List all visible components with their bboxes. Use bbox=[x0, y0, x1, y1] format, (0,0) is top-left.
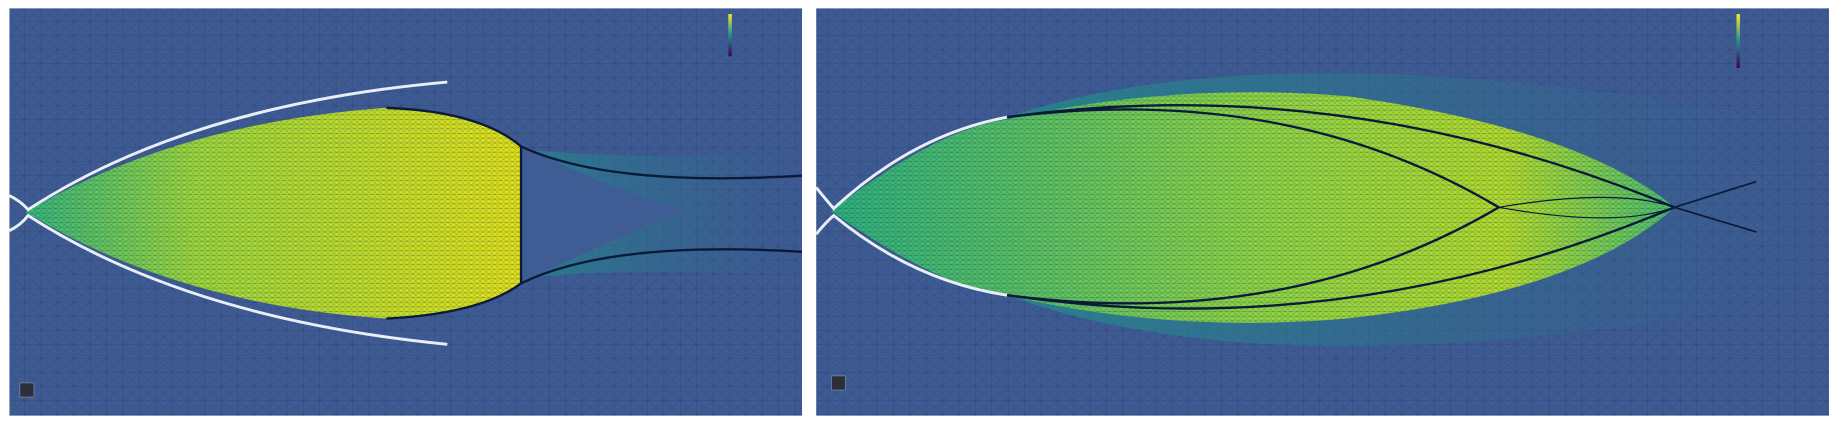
nozzle-wall-upper bbox=[816, 115, 1008, 211]
shock-upper bbox=[386, 106, 803, 180]
left-panel bbox=[9, 8, 803, 416]
nozzle-wall-upper bbox=[9, 80, 448, 212]
shock-lower bbox=[386, 248, 803, 320]
nozzle-wall-lower bbox=[816, 213, 1008, 297]
plume-mesh bbox=[831, 92, 1675, 323]
subsonic-region bbox=[521, 146, 685, 284]
shock-cross bbox=[1674, 180, 1757, 233]
right-panel bbox=[816, 8, 1829, 416]
nozzle-wall-lower bbox=[9, 213, 448, 346]
plume-mesh bbox=[25, 107, 522, 319]
colorbar bbox=[728, 14, 732, 57]
colorbar bbox=[1736, 14, 1740, 68]
axes-icon bbox=[19, 382, 35, 398]
axes-icon bbox=[831, 375, 846, 391]
